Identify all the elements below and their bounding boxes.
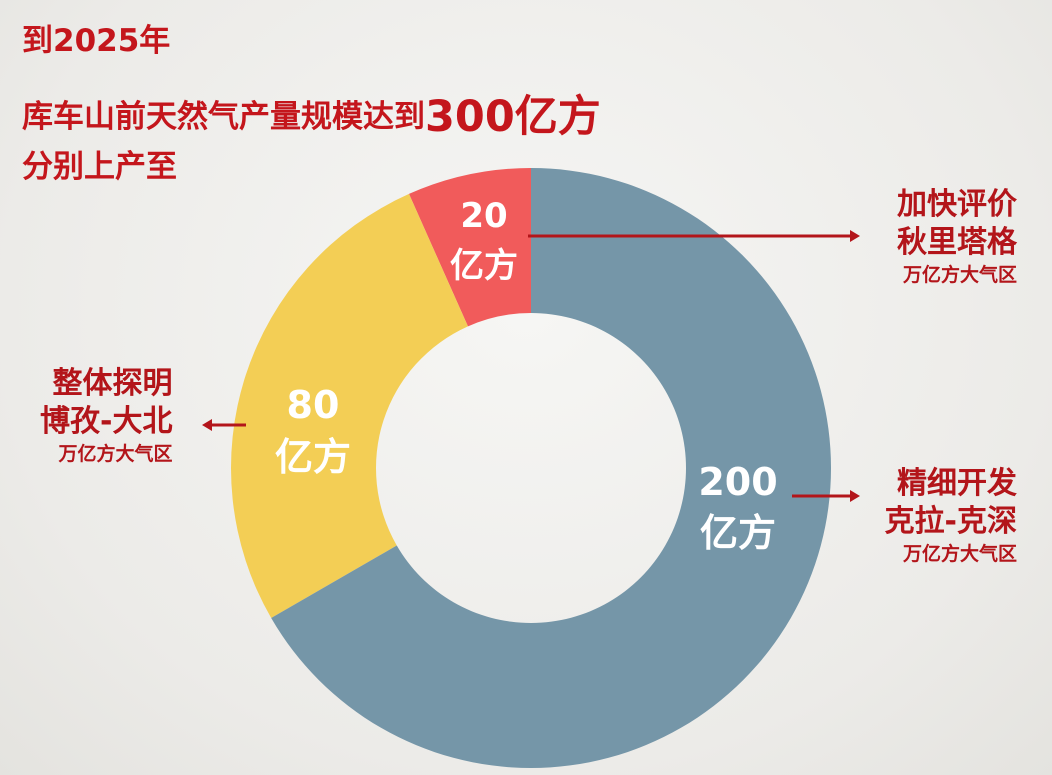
headline-line-2-prefix: 库车山前天然气产量规模达到 <box>22 99 425 135</box>
leader-arrow-large <box>850 490 860 502</box>
callout-small-line-2: 秋里塔格 <box>897 225 1017 260</box>
callout-medium-line-2: 博孜-大北 <box>40 404 173 439</box>
callout-large-line-2: 克拉-克深 <box>884 504 1017 539</box>
donut-slice-medium <box>231 193 468 619</box>
callout-large-line-3: 万亿方大气区 <box>902 543 1017 565</box>
callout-large-slice: 精细开发 克拉-克深 万亿方大气区 <box>885 465 1017 567</box>
callout-small-slice: 加快评价 秋里塔格 万亿方大气区 <box>897 186 1017 288</box>
slice-label-medium-value: 80 <box>287 383 340 427</box>
headline-line-2: 库车山前天然气产量规模达到300亿方 <box>22 92 601 139</box>
callout-medium-line-1: 整体探明 <box>52 366 173 401</box>
headline-total-highlight: 300亿方 <box>425 92 601 142</box>
slice-label-small-unit: 亿方 <box>450 246 518 286</box>
leader-arrow-small <box>850 230 860 242</box>
leader-arrow-medium <box>202 419 212 431</box>
leader-lines <box>202 230 860 502</box>
slice-label-small-value: 20 <box>460 196 507 236</box>
donut-slice-large <box>271 168 831 768</box>
donut-slices <box>231 168 831 768</box>
callout-medium-line-3: 万亿方大气区 <box>58 443 173 465</box>
slice-label-large-value: 200 <box>698 460 777 504</box>
callout-medium-slice: 整体探明 博孜-大北 万亿方大气区 <box>40 365 172 467</box>
headline-line-3: 分别上产至 <box>22 149 177 185</box>
callout-large-line-1: 精细开发 <box>897 466 1017 501</box>
slice-label-large-unit: 亿方 <box>700 511 776 555</box>
headline-line-1: 到2025年 <box>22 23 171 59</box>
callout-small-line-1: 加快评价 <box>897 187 1017 222</box>
slice-labels: 20 亿方 80 亿方 200 亿方 <box>275 196 778 555</box>
donut-slice-small <box>408 168 531 327</box>
callout-small-line-3: 万亿方大气区 <box>902 264 1017 286</box>
slice-label-medium-unit: 亿方 <box>275 435 351 479</box>
